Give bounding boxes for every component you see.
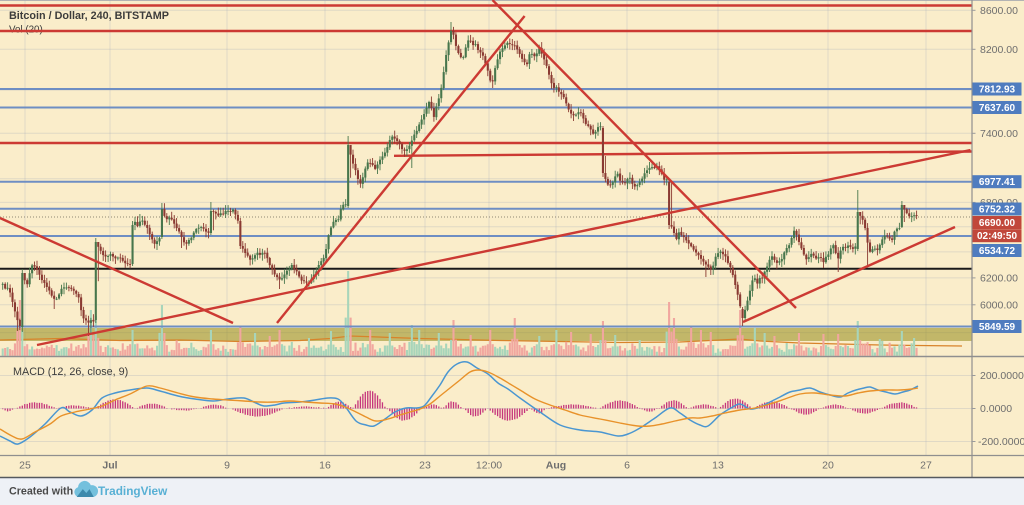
svg-text:0.0000: 0.0000 xyxy=(980,403,1012,415)
svg-text:6200.00: 6200.00 xyxy=(980,272,1018,284)
svg-text:8600.00: 8600.00 xyxy=(980,5,1018,17)
svg-text:5849.59: 5849.59 xyxy=(979,322,1016,333)
svg-text:27: 27 xyxy=(920,460,932,472)
svg-text:23: 23 xyxy=(419,460,431,472)
svg-text:200.0000: 200.0000 xyxy=(980,370,1024,382)
svg-text:Jul: Jul xyxy=(102,460,117,472)
svg-text:Bitcoin / Dollar, 240, BITSTAM: Bitcoin / Dollar, 240, BITSTAMP xyxy=(9,10,169,22)
svg-text:MACD (12, 26, close, 9): MACD (12, 26, close, 9) xyxy=(13,366,128,378)
svg-text:9: 9 xyxy=(224,460,230,472)
svg-text:Created with: Created with xyxy=(9,486,73,498)
svg-text:6977.41: 6977.41 xyxy=(979,177,1016,188)
svg-text:Aug: Aug xyxy=(546,460,566,472)
svg-text:8200.00: 8200.00 xyxy=(980,44,1018,56)
svg-text:TradingView: TradingView xyxy=(98,484,168,498)
svg-text:7812.93: 7812.93 xyxy=(979,85,1016,96)
svg-text:16: 16 xyxy=(319,460,331,472)
svg-text:6534.72: 6534.72 xyxy=(979,246,1016,257)
svg-text:02:49:50: 02:49:50 xyxy=(977,231,1017,242)
svg-text:7400.00: 7400.00 xyxy=(980,128,1018,140)
svg-text:6000.00: 6000.00 xyxy=(980,299,1018,311)
svg-text:20: 20 xyxy=(822,460,834,472)
svg-text:25: 25 xyxy=(19,460,31,472)
svg-text:-200.0000: -200.0000 xyxy=(978,436,1024,448)
svg-text:6690.00: 6690.00 xyxy=(979,218,1016,229)
svg-text:12:00: 12:00 xyxy=(476,460,502,472)
svg-text:6752.32: 6752.32 xyxy=(979,205,1016,216)
svg-text:6: 6 xyxy=(624,460,630,472)
svg-text:7637.60: 7637.60 xyxy=(979,103,1016,114)
svg-text:13: 13 xyxy=(712,460,724,472)
